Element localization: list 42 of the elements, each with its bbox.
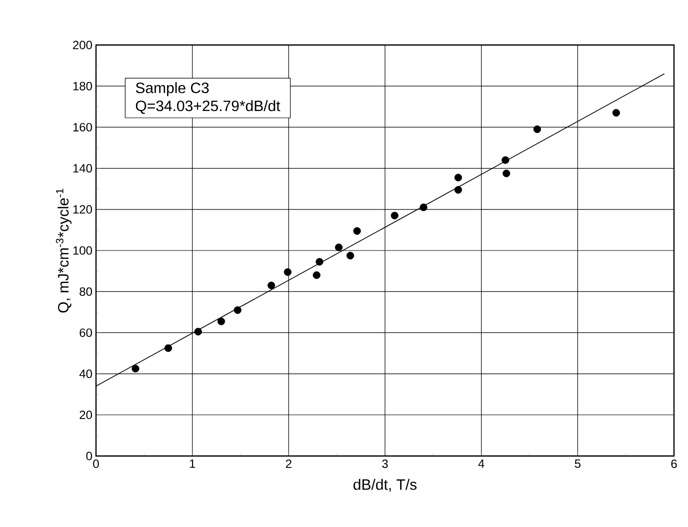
point: [420, 204, 428, 212]
point: [454, 186, 462, 194]
y-tick-label: 100: [73, 246, 92, 255]
point: [312, 271, 320, 279]
x-tick-label: 3: [382, 460, 388, 468]
y-tick-label: 80: [80, 287, 92, 296]
y-tick-label: 60: [80, 328, 92, 337]
point: [502, 170, 510, 178]
point: [316, 258, 324, 266]
point: [164, 344, 172, 352]
x-tick-label: 6: [671, 460, 677, 468]
x-tick-label: 2: [286, 460, 292, 468]
y-tick-label: 120: [73, 205, 92, 214]
x-tick-label: 0: [93, 460, 99, 468]
point: [346, 252, 354, 260]
y-tick-label: 140: [73, 164, 92, 173]
point: [390, 212, 398, 220]
point: [533, 125, 542, 134]
point: [284, 268, 292, 276]
point: [502, 156, 510, 164]
point: [334, 244, 343, 252]
y-tick-label: 180: [73, 82, 92, 90]
y-tick-label: 160: [73, 122, 92, 132]
annotation: Q=34.03+25.79*dB/dt: [136, 100, 280, 114]
point: [612, 109, 620, 117]
x-axis-title: dB/dt, T/s: [354, 478, 417, 492]
y-axis-title: Q, mJ*cm$^{-3}$*cycle$^{-1}$: [56, 188, 72, 313]
y-tick-label: 0: [86, 452, 92, 460]
x-tick-label: 4: [478, 460, 484, 468]
point: [194, 328, 202, 336]
point: [234, 306, 242, 314]
x-tick-label: 5: [574, 460, 580, 468]
y-tick-label: 200: [73, 40, 92, 50]
y-tick-label: 40: [79, 370, 92, 378]
point: [268, 282, 276, 290]
point: [217, 318, 226, 326]
annotation: Sample C3: [136, 82, 209, 96]
y-tick-label: 20: [80, 410, 92, 420]
x-tick-label: 1: [190, 460, 196, 468]
point: [454, 174, 462, 182]
point: [353, 227, 361, 235]
point: [132, 364, 140, 372]
